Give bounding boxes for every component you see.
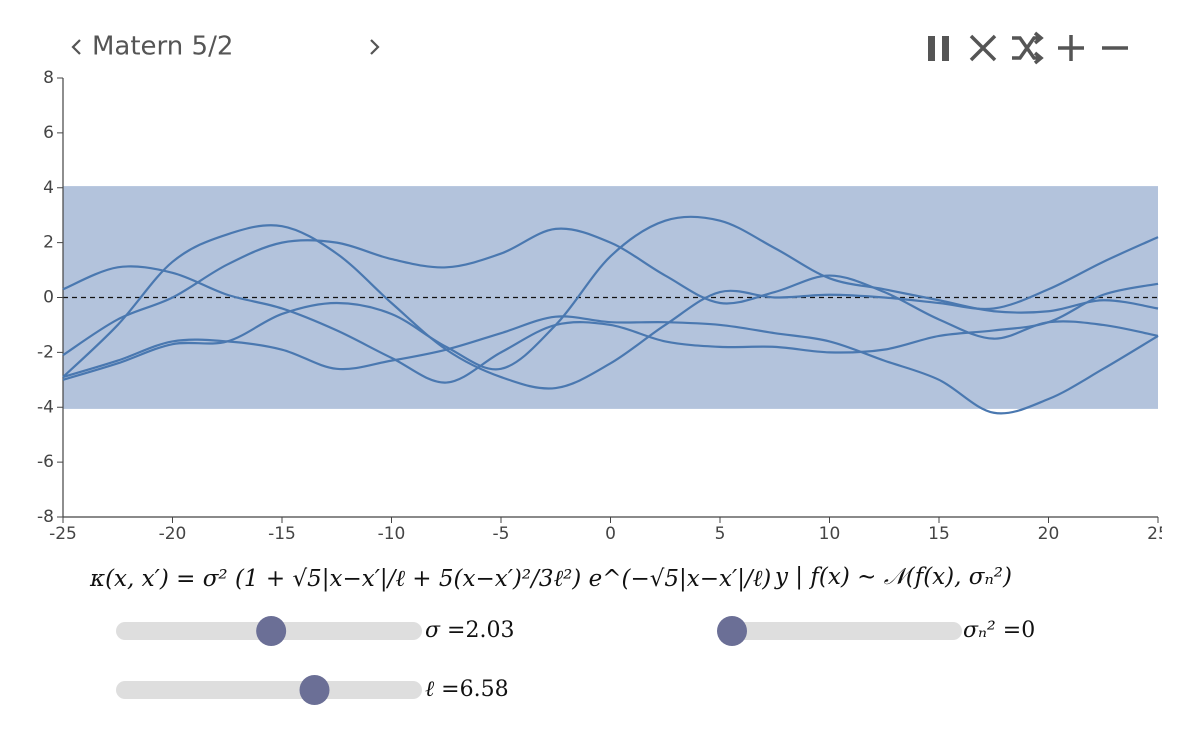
x-tick-label: -10 <box>378 524 406 544</box>
slider[interactable] <box>116 675 422 705</box>
x-tick-label: 20 <box>1038 524 1060 544</box>
x-tick-label: 10 <box>819 524 841 544</box>
slider[interactable] <box>116 616 422 646</box>
slider-value: 0 <box>1021 618 1035 643</box>
slider-label-text: σ = <box>425 618 465 643</box>
x-tick-label: 0 <box>605 524 616 544</box>
slider-label: σₙ² =0 <box>963 618 1035 643</box>
x-tick-label: 25 <box>1147 524 1169 544</box>
y-tick-label: 4 <box>43 178 54 198</box>
slider-label: ℓ =6.58 <box>425 677 509 702</box>
slider-thumb[interactable] <box>717 616 747 646</box>
y-tick-label: 0 <box>43 288 54 308</box>
kernel-formula: κ(x, x′) = σ² (1 + √5|x−x′|/ℓ + 5(x−x′)²… <box>89 566 771 592</box>
prev-button[interactable] <box>71 39 81 55</box>
y-tick-label: -2 <box>37 342 54 362</box>
y-tick-label: 8 <box>43 68 54 88</box>
sample-line <box>62 265 1159 384</box>
likelihood-formula: y | f(x) ∼ 𝒩(f(x), σₙ²) <box>774 564 1012 590</box>
slider-value: 6.58 <box>460 677 509 702</box>
shuffle-button[interactable] <box>1012 31 1044 65</box>
sample-line <box>62 227 1159 357</box>
x-tick-label: 5 <box>715 524 726 544</box>
add-button[interactable] <box>1058 35 1084 61</box>
slider-value: 2.03 <box>465 618 514 643</box>
slider-label-text: ℓ = <box>425 677 460 702</box>
slider-thumb[interactable] <box>299 675 330 705</box>
plot: -8 -6 -4 -2 0 2 4 6 8 <box>37 68 1159 527</box>
y-tick-label: 6 <box>43 123 54 143</box>
sample-line <box>62 315 1159 415</box>
x-tick-label: 15 <box>928 524 950 544</box>
y-tick-label: -8 <box>37 507 54 527</box>
x-tick-label: -15 <box>268 524 296 544</box>
y-tick-label: 2 <box>43 233 54 253</box>
next-button[interactable] <box>370 39 380 55</box>
y-tick-label: -4 <box>37 397 54 417</box>
clear-button[interactable] <box>969 34 997 62</box>
slider[interactable] <box>717 616 962 646</box>
slider-thumb[interactable] <box>256 616 287 646</box>
kernel-title: Matern 5/2 <box>92 32 233 62</box>
pause-button[interactable] <box>928 36 949 61</box>
slider-label: σ =2.03 <box>425 618 514 643</box>
slider-label-text: σₙ² = <box>963 618 1021 643</box>
x-tick-label: -20 <box>159 524 187 544</box>
x-tick-label: -25 <box>49 524 77 544</box>
y-tick-label: -6 <box>37 452 54 472</box>
x-tick-labels: -25 -20 -15 -10 -5 0 5 10 15 20 25 <box>49 524 1169 544</box>
x-tick-label: -5 <box>493 524 510 544</box>
sample-line <box>62 224 1159 390</box>
